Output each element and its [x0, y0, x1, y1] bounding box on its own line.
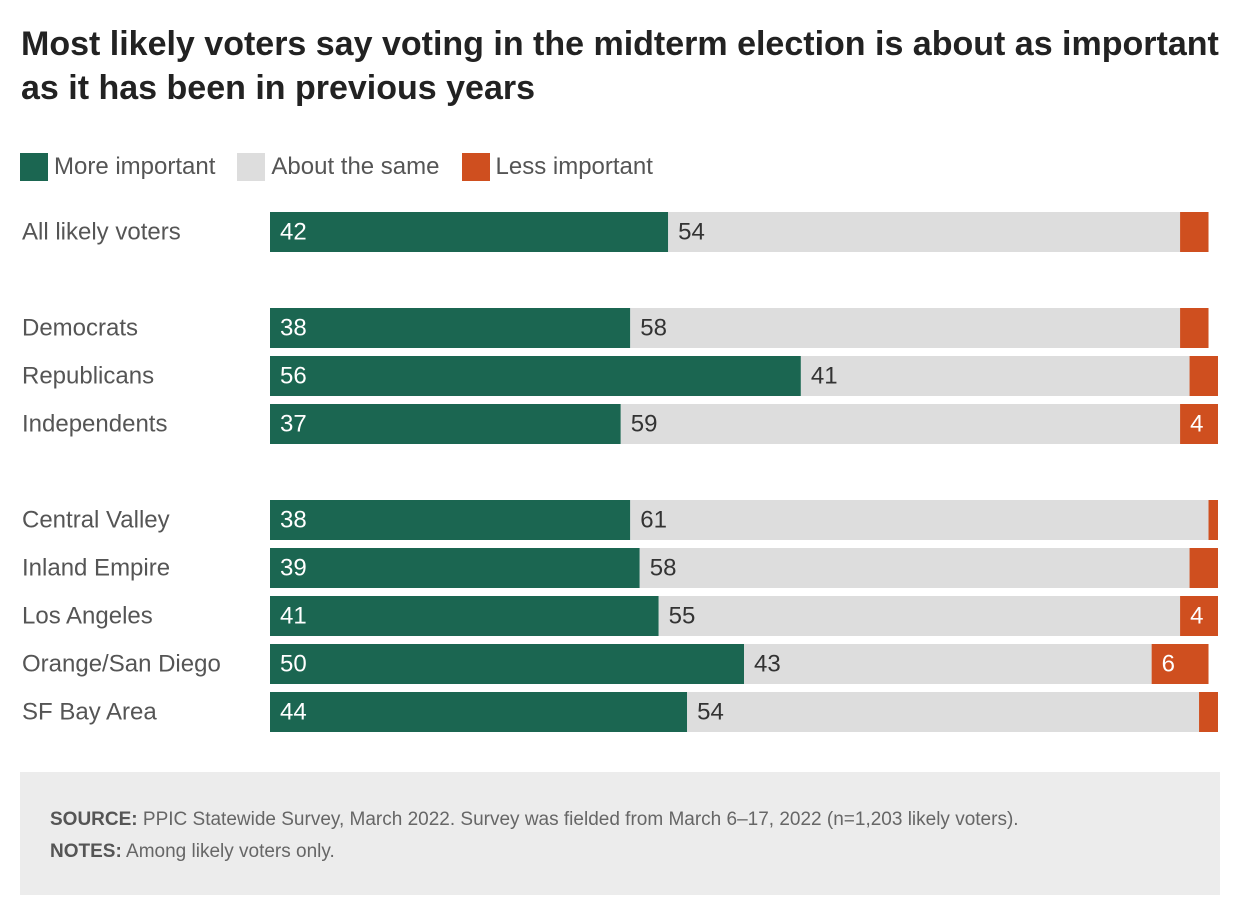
bar-less-important-republicans [1189, 356, 1218, 396]
category-label-republicans: Republicans [22, 363, 154, 390]
bar-less-important-central-valley [1208, 500, 1218, 540]
data-label-more-important-democrats: 38 [280, 315, 307, 342]
data-label-about-the-same-republicans: 41 [811, 363, 838, 390]
category-label-los-angeles: Los Angeles [22, 603, 153, 630]
data-label-more-important-central-valley: 38 [280, 507, 307, 534]
stacked-bar-chart: All likely voters 42 54 Democrats 38 58 Republ… [22, 212, 1218, 732]
bar-more-important-inland-empire [270, 548, 640, 588]
legend-swatch-more-important [20, 153, 48, 181]
bar-more-important-independents [270, 404, 621, 444]
data-label-less-important-independents: 4 [1190, 411, 1203, 438]
bar-more-important-republicans [270, 356, 801, 396]
notes-label: NOTES: [50, 841, 122, 862]
category-label-independents: Independents [22, 411, 167, 438]
bar-more-important-central-valley [270, 500, 631, 540]
source-text: PPIC Statewide Survey, March 2022. Surve… [142, 809, 1019, 830]
data-label-more-important-republicans: 56 [280, 363, 307, 390]
legend-item-less-important: Less important [461, 153, 653, 181]
bar-about-the-same-democrats [630, 308, 1181, 348]
legend-label-more-important: More important [54, 153, 216, 180]
source-note: SOURCE: PPIC Statewide Survey, March 202… [50, 804, 1019, 835]
category-label-inland-empire: Inland Empire [22, 555, 170, 582]
data-label-more-important-los-angeles: 41 [280, 603, 307, 630]
legend-swatch-about-the-same [237, 153, 266, 181]
data-label-more-important-sf-bay-area: 44 [280, 699, 307, 726]
category-label-democrats: Democrats [22, 315, 138, 342]
category-label-orange-san-diego: Orange/San Diego [22, 651, 221, 678]
chart-legend: More important About the same Less impor… [20, 151, 675, 183]
notes-text: Among likely voters only. [126, 841, 335, 862]
legend-label-less-important: Less important [495, 153, 653, 180]
bar-less-important-democrats [1180, 308, 1209, 348]
bar-less-important-all-likely-voters [1180, 212, 1209, 252]
legend-swatch-less-important [461, 153, 490, 181]
chart-title: Most likely voters say voting in the mid… [21, 25, 1219, 107]
source-label: SOURCE: [50, 809, 138, 830]
legend-item-about-the-same: About the same [237, 153, 440, 181]
bar-less-important-los-angeles [1180, 596, 1218, 636]
data-label-about-the-same-inland-empire: 58 [650, 555, 677, 582]
bar-more-important-all-likely-voters [270, 212, 669, 252]
data-label-more-important-independents: 37 [280, 411, 307, 438]
bar-more-important-democrats [270, 308, 631, 348]
category-label-all-likely-voters: All likely voters [22, 219, 181, 246]
bar-about-the-same-sf-bay-area [687, 692, 1200, 732]
bar-less-important-orange-san-diego [1151, 644, 1209, 684]
data-label-about-the-same-los-angeles: 55 [669, 603, 696, 630]
bar-less-important-independents [1180, 404, 1218, 444]
bar-about-the-same-los-angeles [658, 596, 1181, 636]
data-label-about-the-same-independents: 59 [631, 411, 658, 438]
data-label-more-important-all-likely-voters: 42 [280, 219, 307, 246]
bar-more-important-orange-san-diego [270, 644, 744, 684]
data-label-about-the-same-democrats: 58 [640, 315, 667, 342]
chart-footer: SOURCE: PPIC Statewide Survey, March 202… [20, 772, 1220, 895]
category-label-central-valley: Central Valley [22, 507, 170, 534]
bar-about-the-same-orange-san-diego [744, 644, 1152, 684]
category-label-sf-bay-area: SF Bay Area [22, 699, 157, 726]
data-label-about-the-same-central-valley: 61 [640, 507, 667, 534]
data-label-less-important-los-angeles: 4 [1190, 603, 1203, 630]
bar-about-the-same-all-likely-voters [668, 212, 1181, 252]
bar-about-the-same-independents [620, 404, 1181, 444]
bar-less-important-sf-bay-area [1199, 692, 1218, 732]
data-label-more-important-orange-san-diego: 50 [280, 651, 307, 678]
data-label-about-the-same-all-likely-voters: 54 [678, 219, 705, 246]
bar-about-the-same-central-valley [630, 500, 1209, 540]
data-label-more-important-inland-empire: 39 [280, 555, 307, 582]
bar-more-important-sf-bay-area [270, 692, 688, 732]
legend-item-more-important: More important [20, 153, 215, 181]
bar-less-important-inland-empire [1189, 548, 1218, 588]
bar-more-important-los-angeles [270, 596, 659, 636]
legend-label-about-the-same: About the same [271, 153, 440, 180]
bar-about-the-same-republicans [800, 356, 1190, 396]
data-label-less-important-orange-san-diego: 6 [1162, 651, 1175, 678]
data-label-about-the-same-orange-san-diego: 43 [754, 651, 781, 678]
bar-about-the-same-inland-empire [639, 548, 1190, 588]
notes-note: NOTES: Among likely voters only. [50, 836, 335, 867]
data-label-about-the-same-sf-bay-area: 54 [697, 699, 724, 726]
